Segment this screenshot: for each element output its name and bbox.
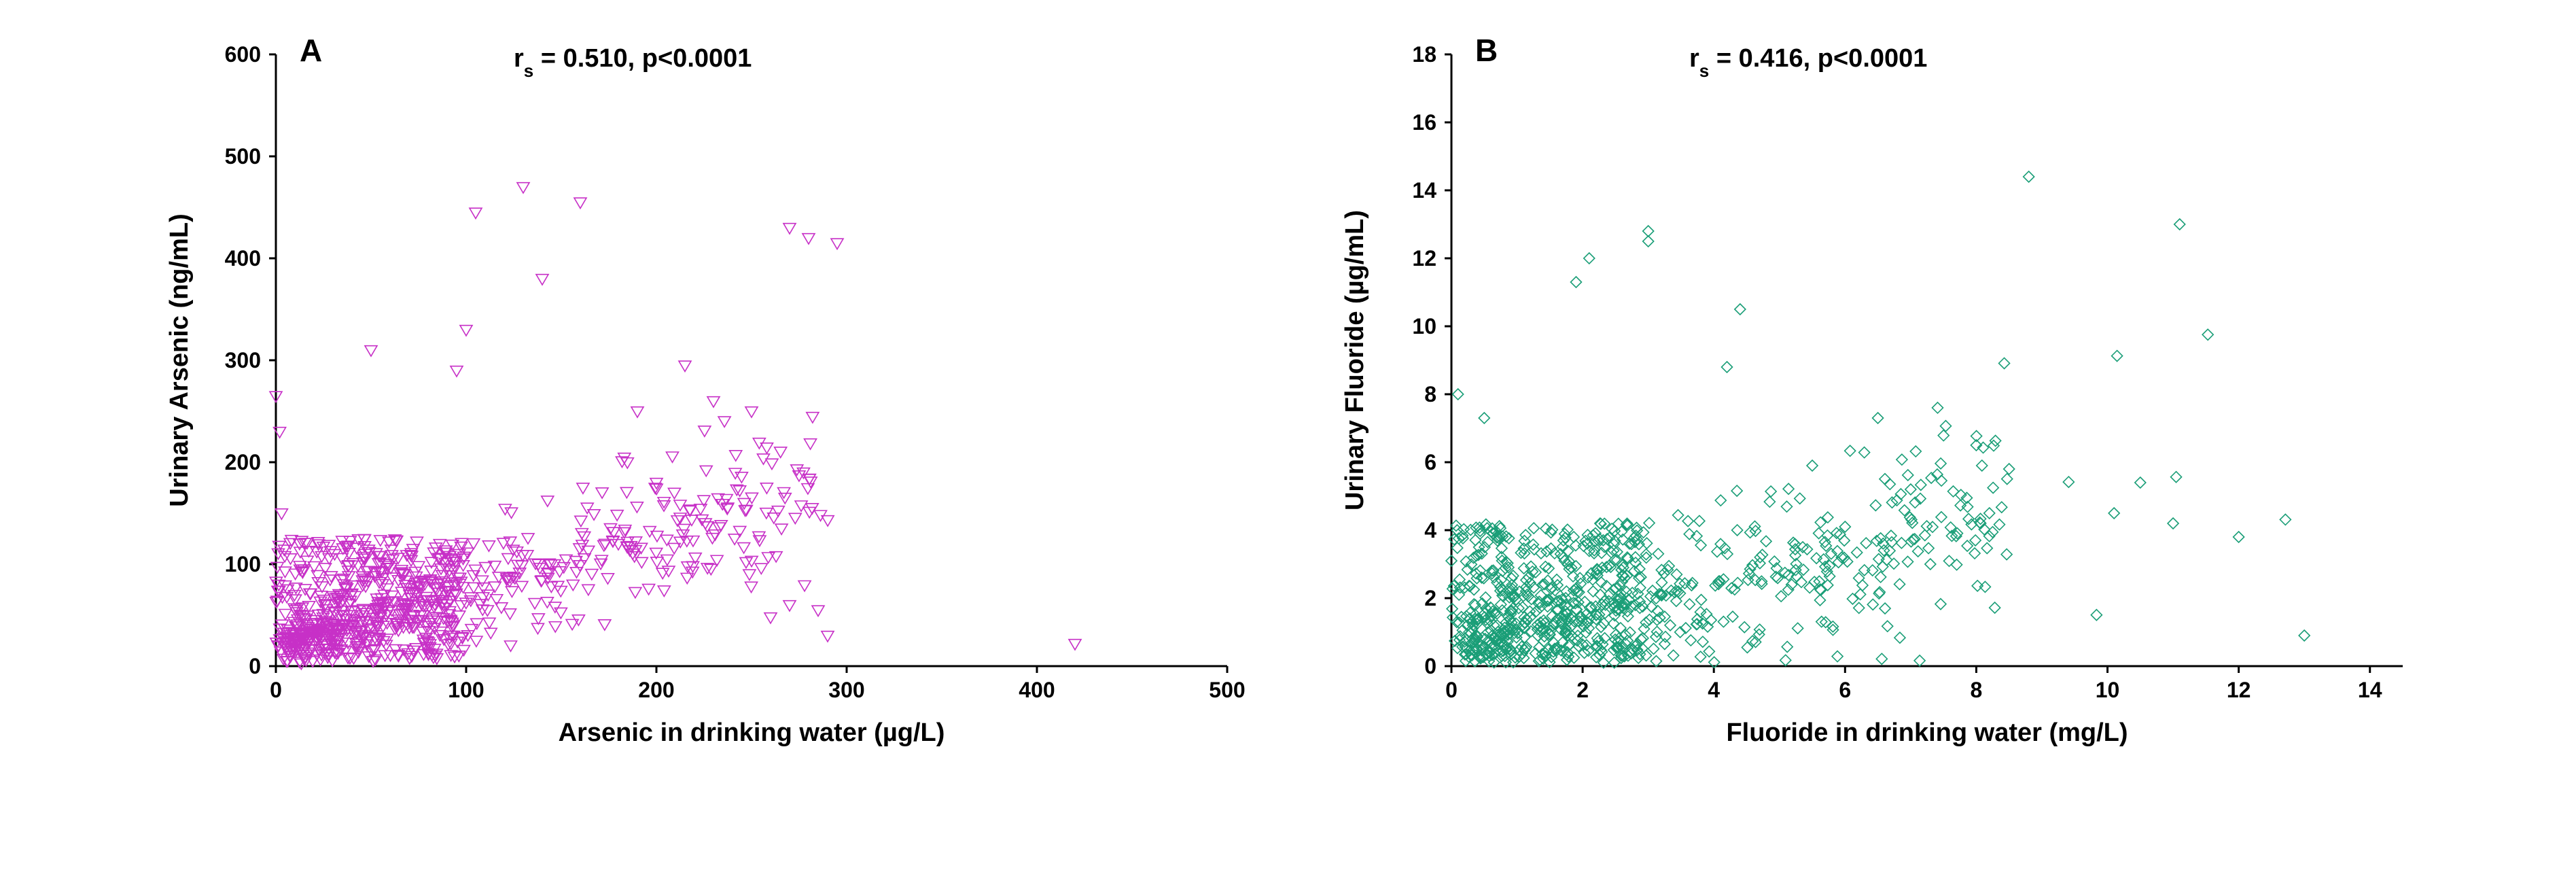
y-tick-label: 500 xyxy=(224,144,260,169)
panel-a: Ars = 0.510, p<0.0001 0 100 200 300 400 500 0 10… xyxy=(154,14,1248,782)
x-tick-label: 6 xyxy=(1839,678,1851,702)
x-tick-label: 0 xyxy=(1445,678,1458,702)
y-tick-label: 4 xyxy=(1424,518,1436,542)
x-tick-label: 400 xyxy=(1019,678,1055,702)
correlation-stat: rs = 0.510, p<0.0001 xyxy=(514,44,752,81)
y-tick-label: 6 xyxy=(1424,450,1436,474)
figure: Ars = 0.510, p<0.00010100200300400500010… xyxy=(14,14,2562,782)
y-tick-label: 8 xyxy=(1424,382,1436,406)
scatter-plot-a: Ars = 0.510, p<0.0001 0 100 200 300 400 500 0 10… xyxy=(154,14,1248,782)
data-points xyxy=(1446,171,2310,668)
x-tick-label: 14 xyxy=(2357,678,2382,702)
y-tick-label: 2 xyxy=(1424,586,1436,610)
x-tick-label: 2 xyxy=(1576,678,1589,702)
data-points xyxy=(270,183,1081,670)
x-tick-label: 8 xyxy=(1970,678,1982,702)
panel-b: Brs = 0.416, p<0.0001 0 2 4 6 8 10 12 14 0 2 4 6 8 10 1… xyxy=(1329,14,2423,782)
x-tick-label: 200 xyxy=(638,678,674,702)
y-tick-label: 0 xyxy=(1424,654,1436,678)
y-tick-label: 14 xyxy=(1412,178,1436,203)
y-tick-label: 600 xyxy=(224,42,260,67)
x-tick-label: 10 xyxy=(2095,678,2119,702)
y-tick-label: 12 xyxy=(1412,246,1436,271)
panel-letter: B xyxy=(1475,33,1498,68)
y-tick-label: 10 xyxy=(1412,314,1436,339)
correlation-stat: rs = 0.416, p<0.0001 xyxy=(1689,44,1927,81)
y-tick-label: 100 xyxy=(224,552,260,576)
y-tick-label: 18 xyxy=(1412,42,1436,67)
y-tick-label: 0 xyxy=(249,654,261,678)
x-tick-label: 500 xyxy=(1209,678,1245,702)
x-tick-label: 300 xyxy=(828,678,864,702)
y-tick-label: 400 xyxy=(224,246,260,271)
x-axis-label: Arsenic in drinking water (µg/L) xyxy=(558,718,945,747)
y-axis-label: Urinary Fluoride (µg/mL) xyxy=(1341,210,1369,510)
panel-letter: A xyxy=(300,33,322,68)
x-tick-label: 0 xyxy=(270,678,282,702)
y-tick-label: 16 xyxy=(1412,110,1436,135)
x-tick-label: 4 xyxy=(1708,678,1720,702)
scatter-plot-b: Brs = 0.416, p<0.0001 0 2 4 6 8 10 12 14 0 2 4 6 8 10 1… xyxy=(1329,14,2423,782)
y-tick-label: 300 xyxy=(224,348,260,372)
x-tick-label: 100 xyxy=(448,678,484,702)
x-axis-label: Fluoride in drinking water (mg/L) xyxy=(1726,718,2128,747)
x-tick-label: 12 xyxy=(2226,678,2251,702)
y-tick-label: 200 xyxy=(224,450,260,474)
y-axis-label: Urinary Arsenic (ng/mL) xyxy=(165,213,194,506)
